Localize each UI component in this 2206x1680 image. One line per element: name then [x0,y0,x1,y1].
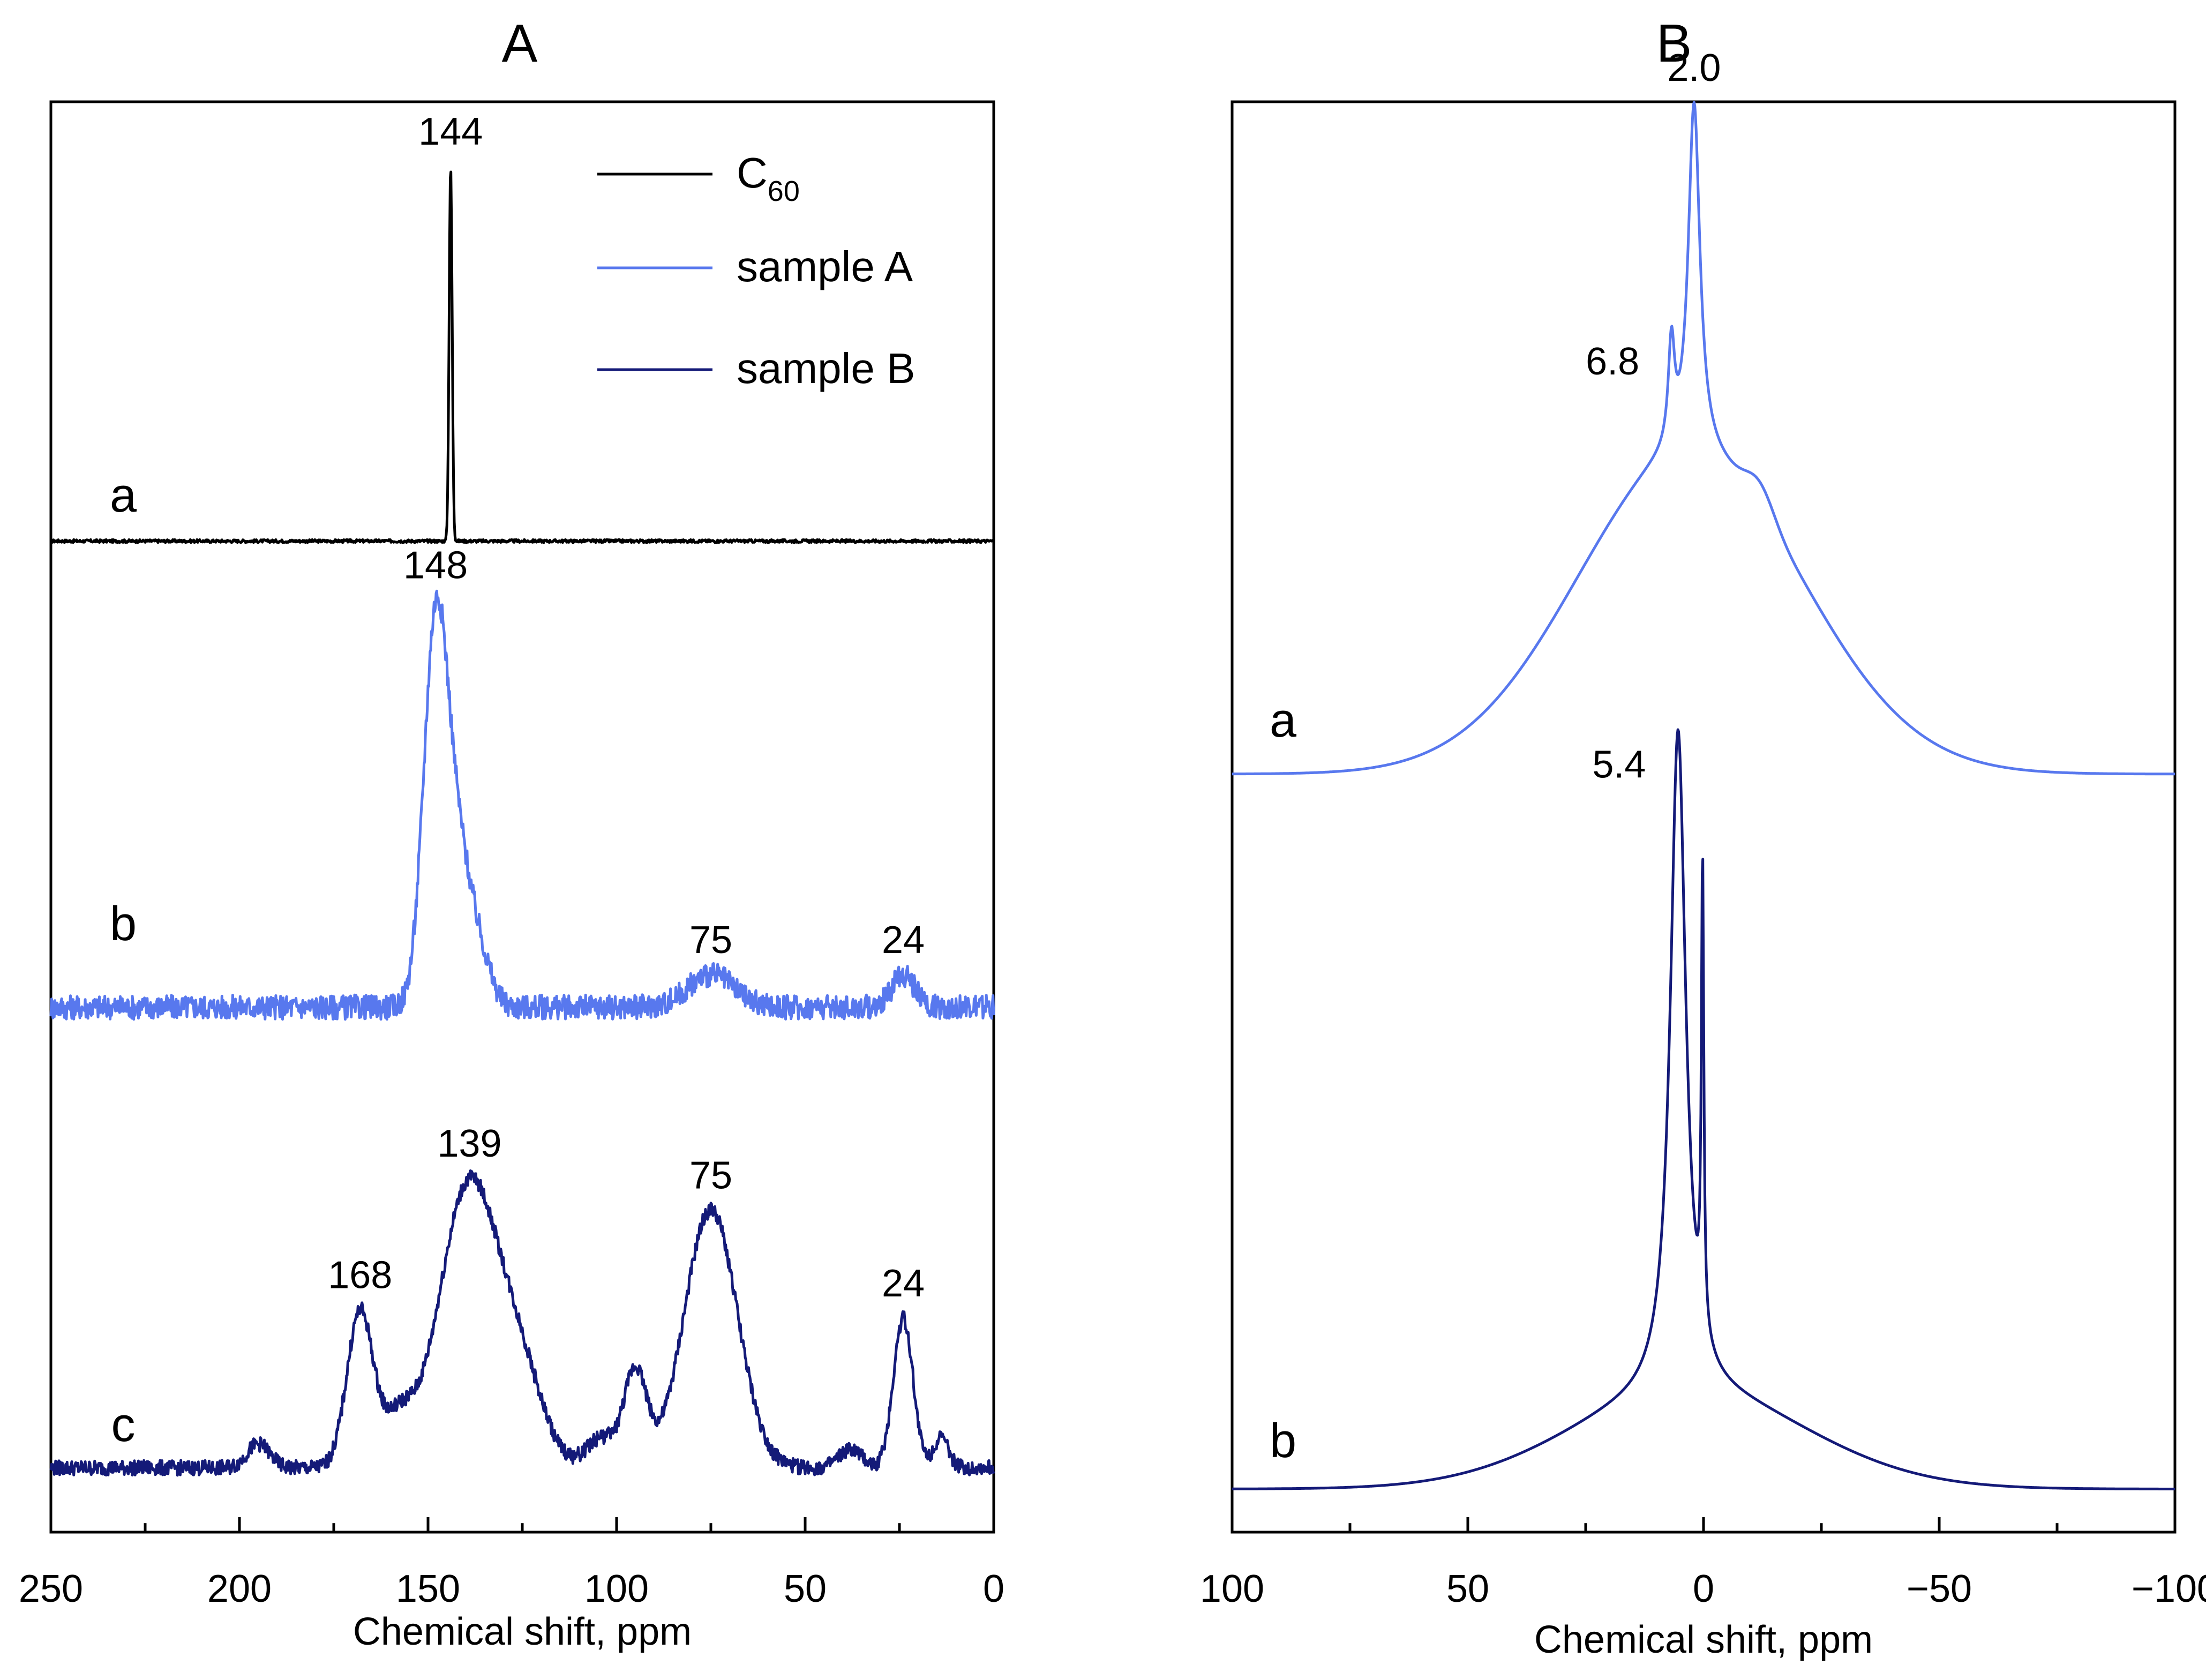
x-tick-label: 100 [584,1568,649,1610]
x-tick-label: 50 [784,1568,827,1610]
panel-b-x-ticks: 100 50 0 −50 −100 [1200,1517,2206,1610]
panel-a-traces: a b c [49,170,995,1477]
peak-annotation: 24 [882,1262,925,1305]
legend: C60 sample A sample B [597,149,915,392]
peak-annotation: 5.4 [1592,744,1646,786]
peak-annotation: 24 [882,919,925,962]
series-line-c60 [50,170,995,544]
x-tick-label: 100 [1200,1568,1264,1610]
legend-sample-a-label: sample A [737,243,913,290]
panel-b-label: B [1656,13,1692,73]
peak-annotation: 75 [689,919,732,962]
peak-annotation: 139 [437,1122,501,1165]
panel-b-annotations: 2.0 6.8 5.4 [1586,47,1721,786]
trace-label: b [1270,1414,1296,1468]
panel-b-x-axis-label: Chemical shift, ppm [1534,1618,1873,1661]
peak-annotation: 2.0 [1667,47,1721,89]
x-tick-label: −100 [2132,1568,2206,1610]
trace-label: a [110,469,137,522]
series-line-sample-b [49,1169,995,1477]
x-tick-label: 0 [983,1568,1004,1610]
x-tick-label: 0 [1693,1568,1714,1610]
x-tick-label: 200 [207,1568,272,1610]
peak-annotation: 144 [418,110,483,153]
panel-a: A 250 200 150 100 50 0 a b c 144 148 75 24 168 139 75… [19,13,1004,1653]
x-tick-label: 150 [396,1568,460,1610]
panel-a-frame [49,100,995,1534]
trace-label: c [111,1398,136,1452]
series-line-sample-a [49,589,995,1021]
peak-annotation: 148 [403,544,468,587]
panel-a-x-ticks: 250 200 150 100 50 0 [19,1517,1004,1610]
panel-a-annotations: 144 148 75 24 168 139 75 24 [328,110,925,1305]
x-tick-label: 250 [19,1568,83,1610]
legend-sample-b-label: sample B [737,344,915,392]
peak-annotation: 168 [328,1254,392,1296]
series-line-sample-a [1231,101,2176,776]
panel-b-traces: ab [1231,101,2176,1490]
x-tick-label: −50 [1907,1568,1972,1610]
trace-label: b [110,897,137,951]
trace-label: a [1270,694,1297,747]
peak-annotation: 75 [689,1154,732,1197]
panel-a-x-axis-label: Chemical shift, ppm [353,1610,692,1653]
legend-c60-label: C60 [737,149,800,207]
series-line-sample-b [1231,728,2176,1490]
peak-annotation: 6.8 [1586,340,1639,383]
panel-a-label: A [502,13,538,73]
x-tick-label: 50 [1446,1568,1489,1610]
